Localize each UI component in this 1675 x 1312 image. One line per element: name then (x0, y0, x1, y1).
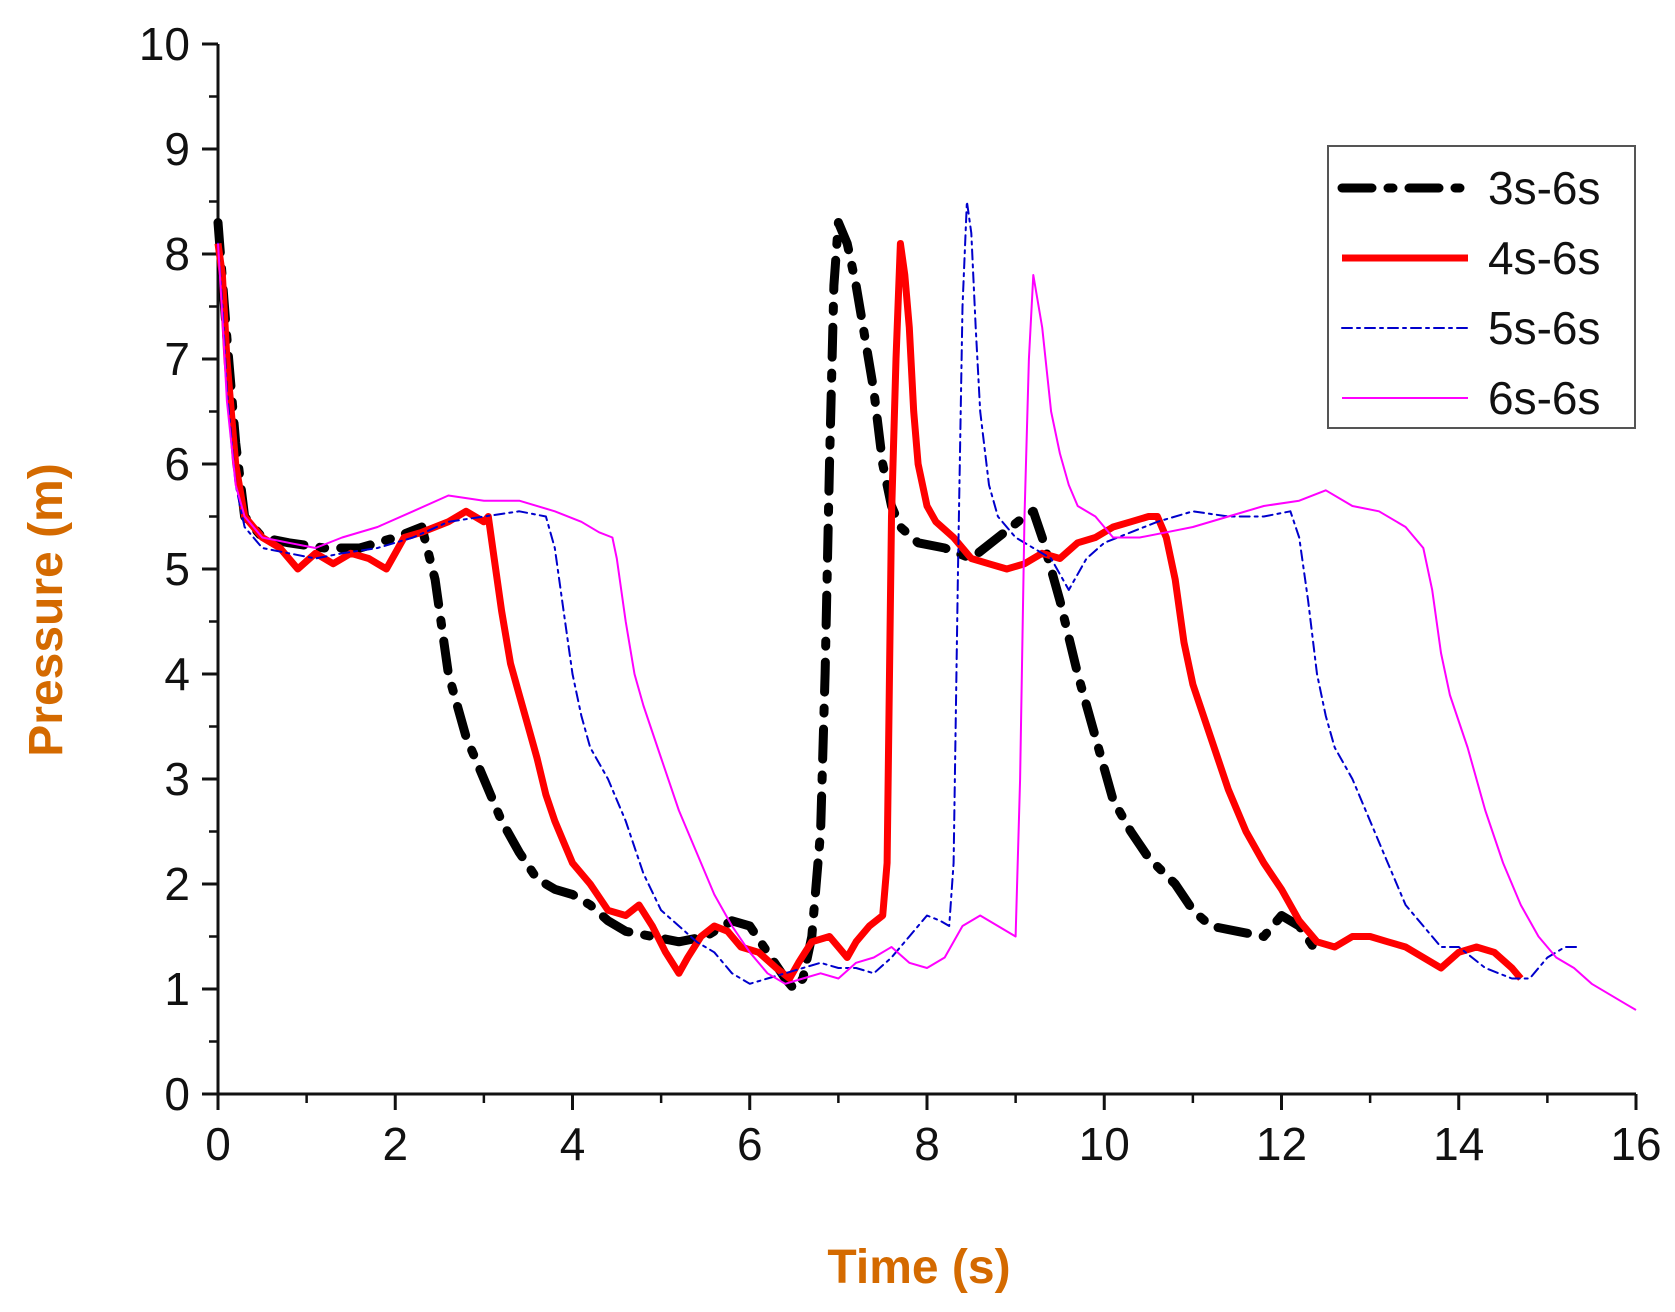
x-tick-label: 2 (382, 1118, 408, 1170)
x-tick-label: 6 (737, 1118, 763, 1170)
series-line-2 (217, 200, 1580, 985)
x-tick-label: 12 (1256, 1118, 1307, 1170)
series-line-1 (214, 240, 1524, 982)
legend-label: 3s-6s (1488, 162, 1600, 214)
y-tick-label: 10 (139, 18, 190, 70)
legend-label: 4s-6s (1488, 232, 1600, 284)
y-axis-title: Pressure (m) (20, 463, 73, 756)
y-tick-label: 4 (164, 648, 190, 700)
series-lines (213, 200, 1637, 1011)
x-tick-label: 16 (1610, 1118, 1661, 1170)
y-tick-label: 3 (164, 753, 190, 805)
legend-box (1327, 145, 1636, 429)
y-tick-label: 5 (164, 543, 190, 595)
series-line-0 (213, 218, 1322, 994)
y-tick-label: 9 (164, 123, 190, 175)
x-tick-label: 4 (560, 1118, 586, 1170)
series-line-3 (217, 243, 1637, 1011)
x-tick-label: 0 (205, 1118, 231, 1170)
x-tick-label: 10 (1079, 1118, 1130, 1170)
y-tick-label: 2 (164, 858, 190, 910)
x-axis-title: Time (s) (827, 1241, 1010, 1294)
x-tick-label: 8 (914, 1118, 940, 1170)
y-tick-label: 0 (164, 1068, 190, 1120)
y-tick-label: 7 (164, 333, 190, 385)
legend-label: 5s-6s (1488, 302, 1600, 354)
legend: 3s-6s 4s-6s 5s-6s 6s-6s (1327, 145, 1636, 429)
legend-label: 6s-6s (1488, 372, 1600, 424)
y-tick-label: 6 (164, 438, 190, 490)
x-tick-label: 14 (1433, 1118, 1484, 1170)
y-tick-label: 8 (164, 228, 190, 280)
y-tick-label: 1 (164, 963, 190, 1015)
